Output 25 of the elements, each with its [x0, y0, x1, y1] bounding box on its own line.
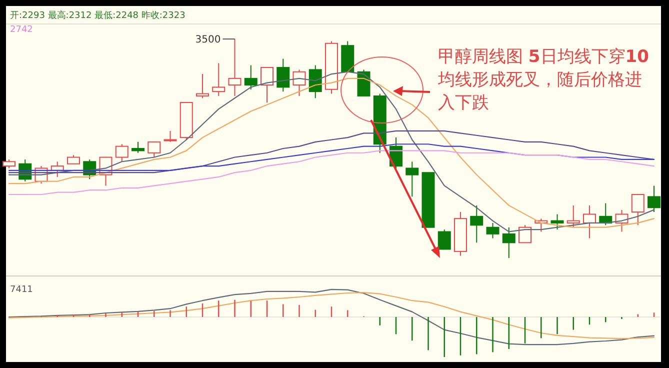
candlestick	[212, 62, 226, 96]
candlestick	[292, 69, 306, 96]
candlestick	[454, 212, 467, 256]
candlestick	[648, 185, 660, 213]
candlestick	[325, 40, 338, 94]
candlestick	[486, 222, 500, 239]
annotation: 7411	[10, 285, 33, 295]
text: 2742	[10, 25, 33, 35]
candlestick	[276, 58, 290, 92]
candlestick	[244, 64, 258, 90]
candlestick	[566, 204, 580, 228]
annotation: 3500	[195, 34, 221, 46]
candlestick	[164, 130, 177, 142]
candlestick	[631, 194, 644, 226]
candlestick	[502, 226, 516, 258]
candlestick	[550, 214, 564, 230]
candlestick	[196, 74, 209, 99]
annotation: 甲醇周线图 5日均线下穿10均线形成死叉，随后价格进入下跌	[437, 47, 650, 113]
text: 开:2293 最高:2312 最低:2248 昨收:2323	[10, 10, 186, 21]
candlestick	[583, 204, 596, 239]
candlestick	[132, 141, 144, 154]
candlestick	[406, 161, 419, 198]
candlestick	[228, 38, 242, 96]
candlestick	[470, 204, 484, 244]
candlestick	[260, 66, 274, 104]
